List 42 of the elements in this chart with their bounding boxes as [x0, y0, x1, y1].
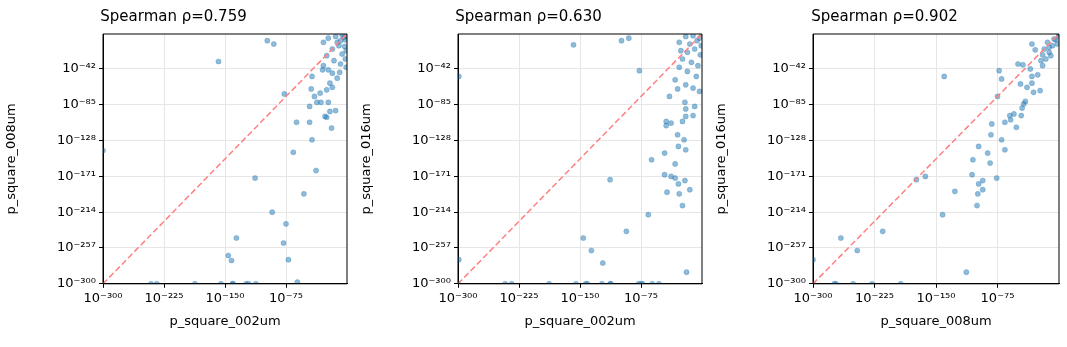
y-axis-title: p_square_016um [713, 103, 729, 215]
y-tick-label: 10⁻¹²⁸ [56, 131, 96, 147]
y-tick-label: 10⁻⁴² [772, 60, 806, 76]
x-tick-label: 10⁻²²⁵ [499, 289, 539, 305]
x-tick-label: 10⁻¹⁵⁰ [560, 289, 600, 305]
chart-title: Spearman ρ=0.902 [811, 6, 958, 25]
y-tick-label: 10⁻⁴² [62, 60, 96, 76]
y-tick-label: 10⁻⁸⁵ [772, 96, 806, 112]
y-tick-label: 10⁻²⁵⁷ [56, 239, 96, 255]
x-axis-title: p_square_002um [169, 312, 281, 328]
x-tick-label: 10⁻³⁰⁰ [438, 289, 478, 305]
x-axis-title: p_square_002um [524, 312, 636, 328]
y-tick-label: 10⁻⁸⁵ [417, 96, 451, 112]
x-axis-title: p_square_008um [880, 312, 992, 328]
y-tick-label: 10⁻³⁰⁰ [56, 275, 96, 291]
x-tick-label: 10⁻²²⁵ [854, 289, 895, 305]
y-tick-label: 10⁻³⁰⁰ [411, 275, 451, 291]
y-tick-label: 10⁻²⁵⁷ [766, 239, 806, 255]
x-tick-label: 10⁻³⁰⁰ [83, 289, 123, 305]
y-axis-title: p_square_008um [3, 103, 19, 215]
y-tick-label: 10⁻²¹⁴ [411, 203, 451, 219]
chart-title: Spearman ρ=0.759 [100, 6, 247, 25]
x-tick-label: 10⁻⁷⁵ [269, 289, 303, 305]
y-tick-label: 10⁻²¹⁴ [56, 203, 96, 219]
y-axis-title: p_square_016um [358, 103, 374, 215]
y-tick-label: 10⁻¹⁷¹ [411, 167, 451, 183]
y-tick-label: 10⁻³⁰⁰ [766, 275, 806, 291]
y-tick-label: 10⁻²¹⁴ [766, 203, 806, 219]
x-tick-label: 10⁻¹⁵⁰ [205, 289, 245, 305]
x-tick-label: 10⁻³⁰⁰ [793, 289, 833, 305]
y-tick-label: 10⁻¹⁷¹ [56, 167, 96, 183]
x-tick-label: 10⁻⁷⁵ [624, 289, 658, 305]
y-tick-label: 10⁻²⁵⁷ [411, 239, 451, 255]
y-tick-label: 10⁻⁸⁵ [62, 96, 96, 112]
y-tick-label: 10⁻¹²⁸ [411, 131, 451, 147]
y-tick-label: 10⁻⁴² [417, 60, 451, 76]
x-tick-label: 10⁻⁷⁵ [980, 289, 1015, 305]
x-tick-label: 10⁻¹⁵⁰ [916, 289, 956, 305]
chart-title: Spearman ρ=0.630 [455, 6, 602, 25]
x-tick-label: 10⁻²²⁵ [144, 289, 184, 305]
y-tick-label: 10⁻¹²⁸ [766, 131, 806, 147]
y-tick-label: 10⁻¹⁷¹ [766, 167, 806, 183]
